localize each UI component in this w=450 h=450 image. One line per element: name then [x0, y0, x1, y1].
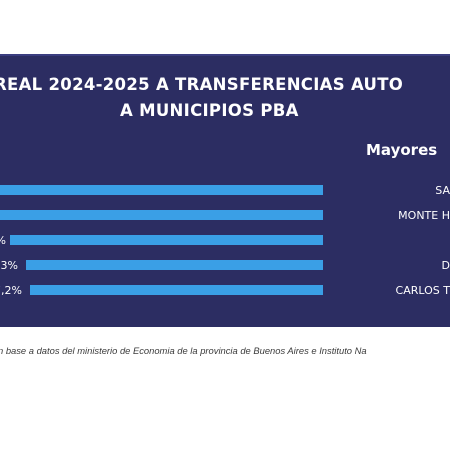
chart-panel: REAL 2024-2025 A TRANSFERENCIAS AUTO A M…: [0, 54, 450, 327]
category-label-4: CARLOS T: [396, 284, 450, 297]
category-label-1: MONTE H: [398, 209, 450, 222]
bar-data-label-2: %: [0, 234, 6, 247]
right-panel-header: Mayores: [366, 141, 438, 159]
bar-4: [30, 285, 323, 295]
chart-title-line-2: A MUNICIPIOS PBA: [120, 101, 299, 120]
bar-chart: SA MONTE H% 3% D 7,2% CARLOS T: [0, 184, 450, 297]
panel-top-border: [0, 54, 450, 56]
bar-2: [10, 235, 323, 245]
bar-data-label-4: 7,2%: [0, 284, 22, 297]
chart-title-line-1: REAL 2024-2025 A TRANSFERENCIAS AUTO: [0, 75, 404, 94]
category-label-0: SA: [435, 184, 450, 197]
bar-data-label-3: 3%: [1, 259, 18, 272]
bar-3: [26, 260, 323, 270]
category-label-3: D: [442, 259, 450, 272]
bar-0: [0, 185, 323, 195]
source-footnote: n base a datos del ministerio de Economi…: [0, 345, 367, 356]
bar-1: [0, 210, 323, 220]
